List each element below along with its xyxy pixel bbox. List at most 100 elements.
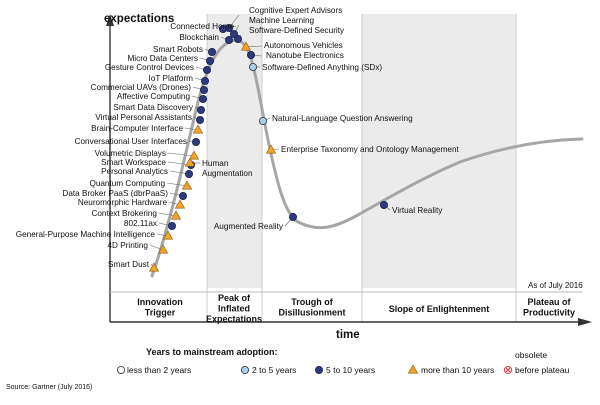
label-conversational-user-interfaces: Conversational User Interfaces: [75, 137, 187, 146]
leader-quantum-computing: [166, 182, 188, 187]
legend-label: 2 to 5 years: [252, 365, 296, 375]
legend-obsolete-cross: [505, 367, 511, 373]
label-context-brokering: Context Brokering: [91, 209, 157, 218]
legend-marker-triangle: [407, 364, 419, 374]
legend-label: before plateau: [515, 365, 570, 375]
hype-curve: [150, 38, 584, 278]
marker-iot-platform: [200, 77, 209, 86]
label-smart-robots: Smart Robots: [153, 45, 203, 54]
label-natural-language-question-answering: Natural-Language Question Answering: [272, 114, 413, 123]
marker-commercial-uavs-drones: [199, 86, 208, 95]
legend-label-top: obsolete: [515, 350, 547, 360]
phase-label: Trigger: [145, 308, 176, 318]
marker-enterprise-taxonomy-and-ontology-management: [265, 144, 277, 154]
marker-gesture-control-devices: [202, 66, 211, 75]
label-machine-learning: Machine Learning: [249, 16, 315, 25]
leader-volumetric-displays: [167, 152, 195, 157]
label-4d-printing: 4D Printing: [107, 241, 148, 250]
label-smart-data-discovery: Smart Data Discovery: [113, 103, 194, 112]
phase-label: Inflated: [218, 304, 250, 314]
marker-neuromorphic-hardware: [174, 199, 186, 209]
label-enterprise-taxonomy-and-ontology-management: Enterprise Taxonomy and Ontology Managem…: [281, 145, 460, 154]
label-volumetric-displays: Volumetric Displays: [95, 149, 166, 158]
marker-autonomous-vehicles: [240, 41, 252, 51]
marker-human-augmentation: [184, 157, 196, 167]
label-gesture-control-devices: Gesture Control Devices: [105, 63, 194, 72]
label-802-11ax: 802.11ax: [124, 219, 157, 228]
phase-label: Expectations: [206, 314, 262, 324]
label-cognitive-expert-advisors: Cognitive Expert Advisors: [249, 6, 342, 15]
marker-micro-data-centers: [205, 57, 214, 66]
label-connected-home: Connected Home: [170, 22, 234, 31]
marker-natural-language-question-answering: [258, 117, 267, 126]
legend-label: less than 2 years: [127, 365, 191, 375]
label-autonomous-vehicles: Autonomous Vehicles: [264, 41, 343, 50]
x-axis-label: time: [336, 329, 360, 341]
source-note: Source: Gartner (July 2016): [6, 384, 92, 391]
legend-marker-white: [117, 365, 126, 374]
label-smart-dust: Smart Dust: [108, 260, 150, 269]
label-human-augmentation: Human Augmentation: [202, 159, 253, 178]
marker-brain-computer-interface: [192, 124, 204, 134]
y-axis-arrow: [106, 14, 114, 26]
marker-nanotube-electronics: [246, 51, 255, 60]
phase-label: Slope of Enlightenment: [389, 304, 490, 314]
label-smart-workspace: Smart Workspace: [101, 158, 166, 167]
label-virtual-reality: Virtual Reality: [392, 206, 443, 215]
label-software-defined-anything-sdx: Software-Defined Anything (SDx): [262, 63, 382, 72]
legend: less than 2 years 2 to 5 years 5 to 10 yea…: [117, 350, 570, 375]
marker-data-broker-paas-dbrpaas: [178, 191, 187, 200]
phase-label: Peak of: [218, 293, 251, 303]
marker-connected-home: [218, 24, 227, 33]
legend-label: 5 to 10 years: [326, 365, 375, 375]
label-affective-computing: Affective Computing: [117, 92, 191, 101]
marker-volumetric-displays: [188, 150, 200, 160]
marker-software-defined-anything-sdx: [248, 63, 257, 72]
phase-label: Productivity: [523, 308, 575, 318]
label-virtual-personal-assistants: Virtual Personal Assistants: [95, 113, 192, 122]
phase-label: Plateau of: [527, 297, 571, 307]
label-brain-computer-interface: Brain-Computer Interface: [91, 124, 183, 133]
phase-label: Innovation: [137, 297, 183, 307]
label-personal-analytics: Personal Analytics: [101, 167, 168, 176]
label-neuromorphic-hardware: Neuromorphic Hardware: [78, 198, 168, 207]
marker-personal-analytics: [184, 169, 193, 178]
technology-markers: [148, 23, 388, 272]
marker-virtual-reality: [379, 200, 388, 209]
marker-affective-computing: [198, 95, 207, 104]
marker-augmented-reality: [288, 212, 297, 221]
as-of-date: As of July 2016: [528, 281, 583, 290]
label-nanotube-electronics: Nanotube Electronics: [266, 51, 344, 60]
label-blockchain: Blockchain: [179, 33, 219, 42]
legend-marker-light: [240, 365, 249, 374]
label-commercial-uavs-drones: Commercial UAVs (Drones): [91, 83, 192, 92]
marker-virtual-personal-assistants: [195, 116, 204, 125]
marker-quantum-computing: [181, 180, 193, 190]
marker-4d-printing: [157, 244, 169, 254]
marker-blockchain: [224, 36, 233, 45]
label-software-defined-security: Software-Defined Security: [249, 26, 345, 35]
legend-title: Years to mainstream adoption:: [146, 347, 278, 357]
marker-smart-robots: [207, 48, 216, 57]
phase-label: Trough of: [291, 297, 333, 307]
legend-marker-dark: [314, 365, 323, 374]
y-axis-label: expectations: [104, 13, 174, 25]
marker-context-brokering: [170, 210, 182, 220]
label-iot-platform: IoT Platform: [149, 74, 194, 83]
marker-802-11ax: [167, 221, 176, 230]
phase-bands: [206, 14, 517, 322]
axes: [106, 14, 592, 326]
marker-general-purpose-machine-intelligence: [162, 230, 174, 240]
marker-smart-dust: [148, 262, 160, 272]
x-axis-arrow: [578, 318, 592, 326]
marker-conversational-user-interfaces: [191, 137, 200, 146]
label-general-purpose-machine-intelligence: General-Purpose Machine Intelligence: [16, 230, 156, 239]
marker-software-defined-security: [233, 35, 242, 44]
label-augmented-reality: Augmented Reality: [214, 222, 284, 231]
label-data-broker-paas-dbrpaas: Data Broker PaaS (dbrPaaS): [62, 189, 168, 198]
legend-label: more than 10 years: [421, 365, 494, 375]
